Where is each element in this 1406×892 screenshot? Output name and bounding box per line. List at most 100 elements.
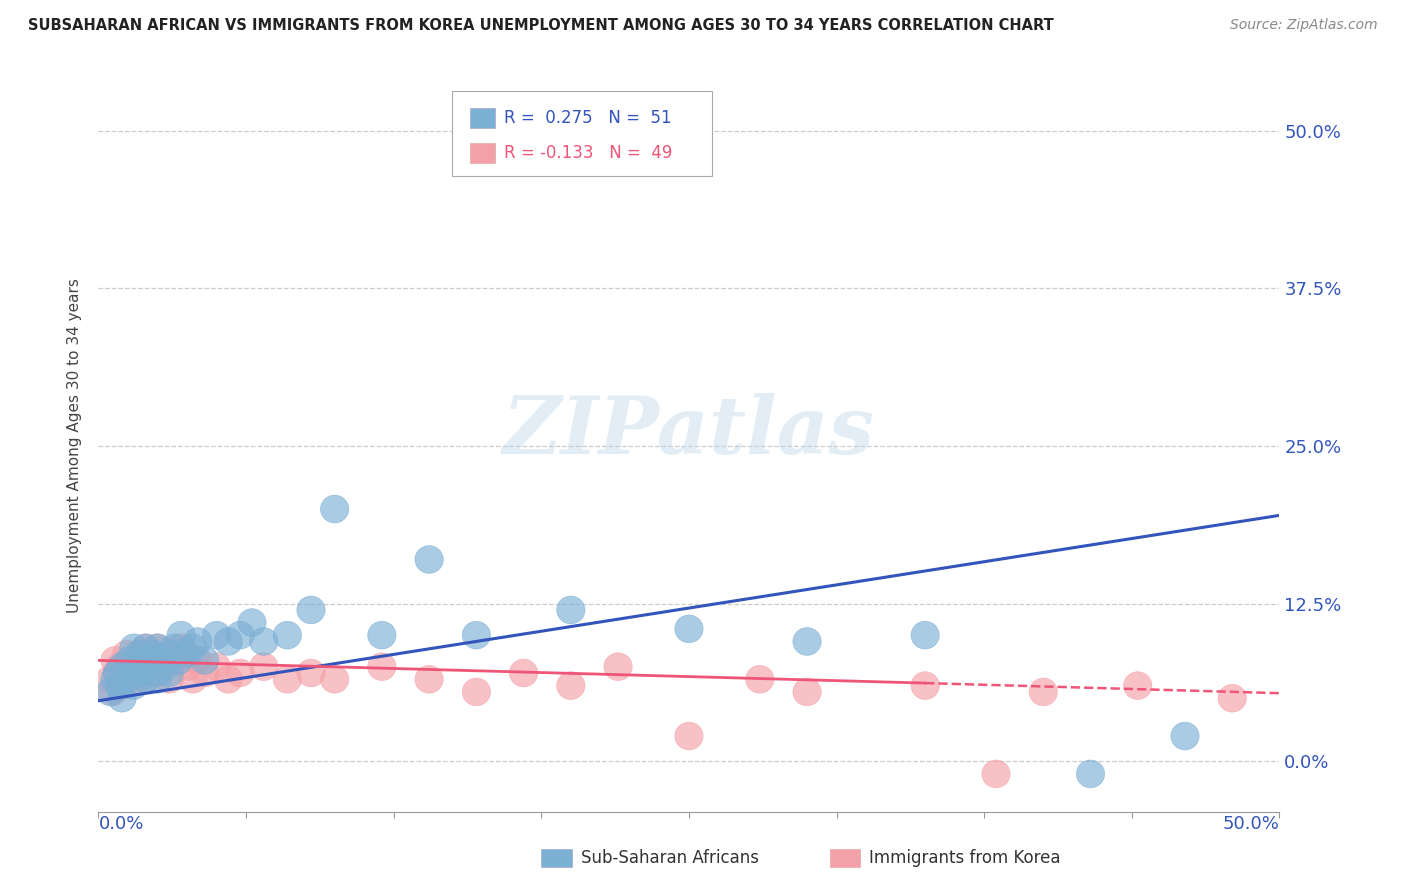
Ellipse shape: [143, 634, 172, 662]
Ellipse shape: [250, 628, 278, 656]
Ellipse shape: [98, 678, 127, 706]
Text: SUBSAHARAN AFRICAN VS IMMIGRANTS FROM KOREA UNEMPLOYMENT AMONG AGES 30 TO 34 YEA: SUBSAHARAN AFRICAN VS IMMIGRANTS FROM KO…: [28, 18, 1054, 33]
Ellipse shape: [238, 608, 266, 636]
Ellipse shape: [1123, 672, 1152, 699]
Ellipse shape: [793, 628, 821, 656]
Ellipse shape: [108, 672, 136, 699]
Ellipse shape: [105, 672, 134, 699]
Ellipse shape: [129, 659, 157, 687]
Ellipse shape: [226, 622, 254, 649]
Ellipse shape: [148, 653, 176, 681]
Ellipse shape: [117, 653, 146, 681]
Ellipse shape: [150, 653, 179, 681]
Ellipse shape: [136, 653, 165, 681]
Ellipse shape: [167, 622, 195, 649]
Ellipse shape: [557, 672, 585, 699]
Ellipse shape: [183, 628, 212, 656]
Ellipse shape: [183, 647, 212, 674]
Ellipse shape: [124, 640, 153, 668]
Text: 50.0%: 50.0%: [1223, 815, 1279, 833]
Ellipse shape: [1029, 678, 1057, 706]
Ellipse shape: [155, 665, 183, 693]
Ellipse shape: [911, 622, 939, 649]
Ellipse shape: [155, 659, 183, 687]
Ellipse shape: [202, 653, 231, 681]
Ellipse shape: [103, 659, 132, 687]
Ellipse shape: [148, 647, 176, 674]
Text: Immigrants from Korea: Immigrants from Korea: [869, 849, 1060, 867]
Ellipse shape: [368, 653, 396, 681]
Ellipse shape: [172, 640, 200, 668]
Ellipse shape: [127, 659, 155, 687]
Text: ZIPatlas: ZIPatlas: [503, 392, 875, 470]
Ellipse shape: [297, 659, 325, 687]
Ellipse shape: [415, 665, 443, 693]
Ellipse shape: [143, 659, 172, 687]
Ellipse shape: [108, 684, 136, 712]
Ellipse shape: [321, 495, 349, 523]
Ellipse shape: [165, 647, 193, 674]
Ellipse shape: [415, 546, 443, 574]
Ellipse shape: [273, 622, 301, 649]
Ellipse shape: [214, 665, 242, 693]
Ellipse shape: [167, 634, 195, 662]
Ellipse shape: [226, 659, 254, 687]
Ellipse shape: [143, 665, 172, 693]
Ellipse shape: [368, 622, 396, 649]
Ellipse shape: [297, 596, 325, 624]
Ellipse shape: [160, 634, 188, 662]
Text: Sub-Saharan Africans: Sub-Saharan Africans: [581, 849, 759, 867]
Ellipse shape: [132, 634, 160, 662]
Ellipse shape: [273, 665, 301, 693]
Ellipse shape: [793, 678, 821, 706]
Ellipse shape: [112, 665, 141, 693]
Ellipse shape: [675, 615, 703, 643]
Ellipse shape: [191, 659, 219, 687]
Ellipse shape: [132, 665, 160, 693]
Ellipse shape: [141, 659, 169, 687]
Ellipse shape: [1218, 684, 1246, 712]
Ellipse shape: [127, 640, 155, 668]
Ellipse shape: [179, 665, 207, 693]
Ellipse shape: [139, 647, 167, 674]
Text: R = -0.133   N =  49: R = -0.133 N = 49: [503, 144, 672, 162]
Ellipse shape: [96, 665, 124, 693]
Ellipse shape: [1171, 723, 1199, 750]
Ellipse shape: [463, 622, 491, 649]
Ellipse shape: [911, 672, 939, 699]
Ellipse shape: [122, 653, 150, 681]
Ellipse shape: [214, 628, 242, 656]
Ellipse shape: [675, 723, 703, 750]
Ellipse shape: [117, 659, 146, 687]
Ellipse shape: [179, 634, 207, 662]
Ellipse shape: [108, 653, 136, 681]
Ellipse shape: [105, 653, 134, 681]
Ellipse shape: [191, 647, 219, 674]
Text: 0.0%: 0.0%: [98, 815, 143, 833]
Text: Source: ZipAtlas.com: Source: ZipAtlas.com: [1230, 18, 1378, 32]
Ellipse shape: [463, 678, 491, 706]
Ellipse shape: [120, 672, 148, 699]
Ellipse shape: [202, 622, 231, 649]
Ellipse shape: [160, 647, 188, 674]
Ellipse shape: [120, 665, 148, 693]
Ellipse shape: [122, 647, 150, 674]
Ellipse shape: [509, 659, 537, 687]
Ellipse shape: [134, 653, 162, 681]
Ellipse shape: [139, 640, 167, 668]
Ellipse shape: [250, 653, 278, 681]
Ellipse shape: [132, 665, 160, 693]
Ellipse shape: [129, 647, 157, 674]
Ellipse shape: [96, 678, 124, 706]
Ellipse shape: [557, 596, 585, 624]
Ellipse shape: [981, 760, 1010, 788]
Ellipse shape: [136, 647, 165, 674]
Y-axis label: Unemployment Among Ages 30 to 34 years: Unemployment Among Ages 30 to 34 years: [67, 278, 83, 614]
Ellipse shape: [143, 634, 172, 662]
Ellipse shape: [101, 665, 129, 693]
Ellipse shape: [321, 665, 349, 693]
Ellipse shape: [132, 634, 160, 662]
Ellipse shape: [120, 634, 148, 662]
Ellipse shape: [115, 659, 143, 687]
Ellipse shape: [745, 665, 773, 693]
